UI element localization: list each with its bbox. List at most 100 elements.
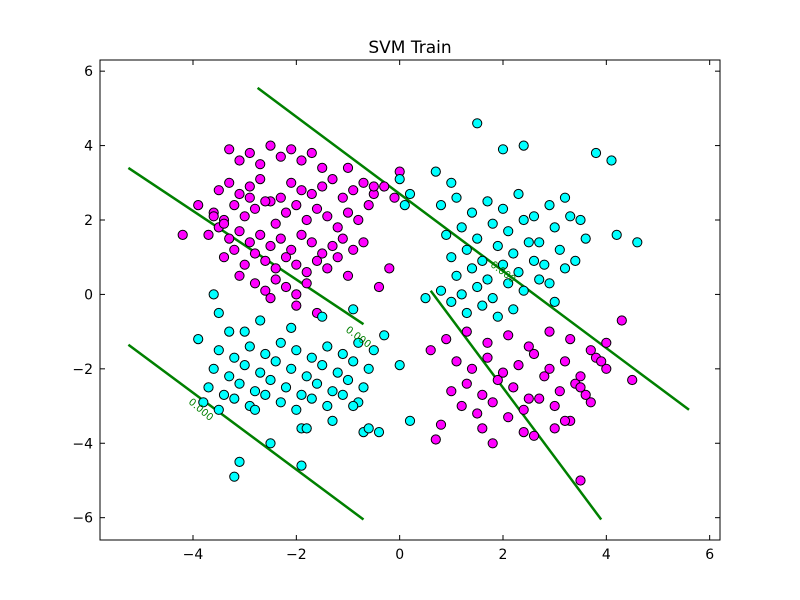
point-class-a: [575, 382, 586, 393]
point-class-b: [518, 140, 529, 151]
point-class-b: [477, 300, 488, 311]
point-class-a: [296, 229, 307, 240]
point-class-a: [229, 244, 240, 255]
point-class-a: [291, 259, 302, 270]
point-class-b: [224, 371, 235, 382]
point-class-b: [404, 188, 416, 200]
point-class-b: [193, 334, 204, 345]
point-class-b: [534, 237, 545, 248]
point-class-b: [539, 259, 550, 270]
point-class-b: [472, 233, 483, 244]
point-class-b: [239, 360, 250, 371]
point-class-a: [213, 185, 224, 196]
point-class-b: [456, 289, 467, 300]
point-class-b: [513, 188, 524, 200]
point-class-a: [203, 229, 214, 240]
point-class-a: [492, 374, 503, 386]
point-class-a: [306, 188, 317, 200]
point-class-a: [265, 293, 276, 304]
point-class-a: [224, 144, 235, 155]
x-axis: −4 −2 0 2 4 6: [183, 60, 714, 563]
point-class-b: [508, 248, 519, 259]
point-class-a: [456, 400, 467, 412]
point-class-b: [348, 356, 359, 367]
point-class-b: [446, 296, 457, 307]
point-class-a: [482, 337, 493, 348]
point-class-a: [554, 386, 565, 397]
point-class-a: [234, 188, 245, 200]
point-class-a: [487, 438, 498, 449]
point-class-b: [218, 389, 230, 400]
point-class-a: [291, 300, 302, 311]
point-class-b: [301, 371, 312, 382]
y-tick-label: −4: [72, 436, 93, 452]
point-class-a: [353, 214, 364, 226]
point-class-a: [575, 475, 586, 486]
plot-frame: [99, 59, 721, 541]
point-class-b: [554, 244, 565, 255]
point-class-a: [286, 244, 297, 255]
point-class-b: [229, 471, 240, 482]
point-class-a: [301, 278, 312, 289]
point-class-a: [332, 252, 343, 263]
point-class-a: [559, 356, 571, 367]
point-class-b: [632, 237, 643, 248]
point-class-a: [275, 151, 286, 162]
point-class-a: [286, 144, 297, 155]
point-class-b: [342, 374, 354, 386]
point-class-a: [218, 218, 230, 229]
point-class-b: [580, 233, 591, 244]
point-class-a: [229, 200, 240, 211]
y-axis: −6 −4 −2 0 2 4 6: [72, 64, 720, 527]
point-class-a: [337, 192, 348, 203]
point-class-b: [606, 155, 617, 166]
y-tick-label: 4: [84, 139, 93, 155]
point-class-a: [337, 233, 348, 244]
point-class-a: [518, 404, 529, 415]
point-class-a: [461, 378, 472, 389]
point-class-b: [296, 460, 307, 471]
point-class-b: [332, 367, 343, 378]
contour-lines: [127, 86, 690, 521]
point-class-b: [575, 214, 586, 226]
point-class-b: [446, 252, 457, 263]
point-class-b: [399, 200, 410, 211]
point-class-b: [208, 289, 219, 300]
point-class-a: [193, 200, 204, 211]
x-tick-label: −2: [286, 547, 307, 563]
point-class-b: [477, 255, 488, 266]
x-tick-label: −4: [183, 547, 204, 563]
point-class-a: [565, 334, 576, 345]
point-class-b: [317, 311, 328, 322]
point-class-a: [575, 371, 586, 382]
point-class-a: [208, 211, 219, 222]
point-class-a: [249, 203, 261, 214]
point-class-a: [244, 181, 255, 192]
contour-line-2: [127, 166, 365, 326]
point-class-a: [518, 427, 529, 438]
x-tick-label: 2: [499, 547, 508, 563]
point-class-b: [544, 278, 555, 289]
point-class-b: [358, 382, 369, 393]
point-class-b: [203, 382, 214, 393]
point-class-b: [544, 200, 555, 211]
point-class-a: [342, 207, 354, 218]
point-class-b: [198, 397, 209, 408]
point-class-a: [580, 389, 591, 400]
contour-line-1: [256, 86, 690, 411]
point-class-a: [627, 374, 638, 386]
point-class-b: [286, 322, 297, 333]
y-tick-label: 2: [84, 213, 93, 229]
point-class-a: [528, 348, 540, 360]
point-class-a: [291, 289, 302, 300]
point-class-a: [348, 244, 359, 255]
point-class-b: [234, 456, 245, 467]
point-class-a: [311, 255, 323, 266]
point-class-a: [389, 192, 400, 203]
point-class-a: [327, 240, 338, 252]
point-class-a: [296, 155, 307, 166]
point-class-a: [255, 174, 266, 185]
point-class-b: [244, 341, 255, 352]
point-class-b: [373, 427, 385, 438]
point-class-a: [601, 363, 612, 374]
